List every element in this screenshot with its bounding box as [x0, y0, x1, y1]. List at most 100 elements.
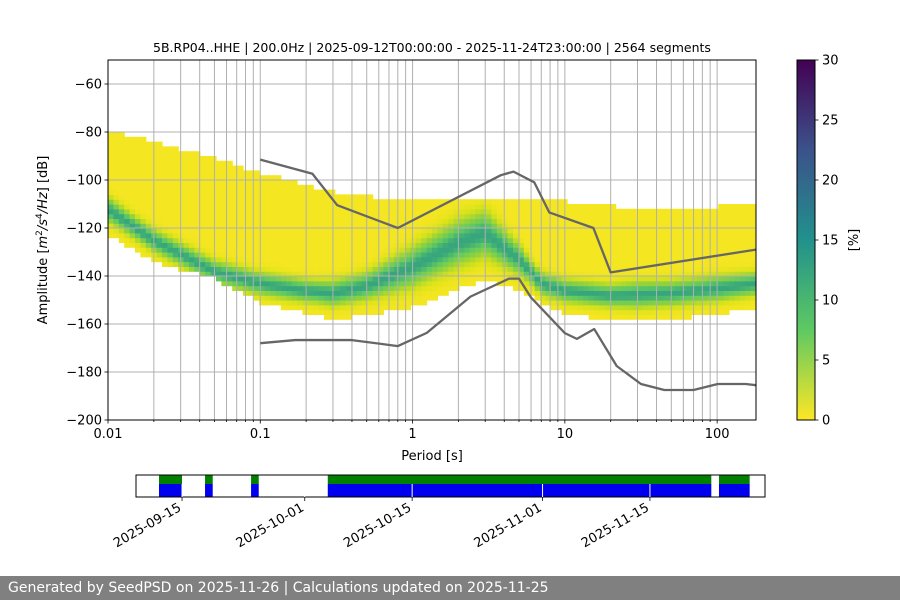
heatmap-cell: [610, 290, 617, 296]
heatmap-cell: [280, 252, 287, 258]
heatmap-cell: [199, 247, 206, 253]
heatmap-cell: [739, 261, 746, 267]
heatmap-cell: [189, 175, 195, 181]
heatmap-cell: [599, 252, 606, 258]
heatmap-cell: [637, 218, 644, 224]
heatmap-cell: [340, 314, 347, 320]
heatmap-cell: [550, 276, 557, 282]
heatmap-cell: [129, 204, 136, 210]
heatmap-cell: [648, 218, 654, 224]
heatmap-cell: [502, 280, 509, 287]
heatmap-cell: [199, 194, 206, 200]
heatmap-cell: [345, 218, 352, 224]
heatmap-cell: [405, 290, 411, 296]
heatmap-cell: [221, 184, 228, 191]
heatmap-cell: [631, 276, 638, 282]
heatmap-cell: [108, 141, 114, 147]
heatmap-cell: [297, 276, 303, 282]
heatmap-cell: [145, 146, 152, 152]
heatmap-cell: [286, 266, 293, 272]
heatmap-cell: [550, 242, 557, 248]
heatmap-cell: [329, 189, 336, 195]
heatmap-cell: [523, 285, 530, 291]
heatmap-cell: [286, 300, 293, 306]
heatmap-cell: [345, 266, 352, 272]
heatmap-cell: [556, 247, 563, 253]
heatmap-cell: [372, 252, 379, 258]
heatmap-cell: [291, 208, 298, 215]
heatmap-cell: [302, 199, 309, 205]
heatmap-cell: [280, 280, 287, 287]
heatmap-cell: [637, 295, 644, 301]
heatmap-cell: [734, 204, 741, 210]
heatmap-cell: [669, 280, 676, 287]
heatmap-cell: [372, 204, 379, 210]
heatmap-cell: [453, 237, 460, 243]
heatmap-cell: [291, 184, 298, 191]
heatmap-cell: [718, 304, 725, 311]
heatmap-cell: [162, 184, 168, 191]
heatmap-cell: [621, 290, 627, 296]
heatmap-cell: [577, 247, 584, 253]
heatmap-cell: [669, 271, 676, 277]
heatmap-cell: [464, 218, 471, 224]
heatmap-cell: [675, 213, 681, 219]
heatmap-cell: [383, 204, 390, 210]
heatmap-cell: [750, 242, 756, 248]
heatmap-cell: [437, 228, 444, 234]
heatmap-cell: [712, 213, 719, 219]
heatmap-cell: [253, 295, 260, 301]
heatmap-cell: [491, 247, 498, 253]
heatmap-cell: [675, 290, 681, 296]
heatmap-cell: [124, 194, 131, 200]
heatmap-cell: [280, 223, 287, 229]
heatmap-cell: [108, 132, 114, 138]
heatmap-cell: [685, 218, 692, 224]
heatmap-cell: [232, 213, 239, 219]
heatmap-cell: [329, 280, 336, 287]
heatmap-cell: [313, 252, 320, 258]
heatmap-cell: [351, 295, 357, 301]
heatmap-cell: [594, 309, 600, 315]
heatmap-cell: [691, 285, 698, 291]
heatmap-cell: [696, 271, 703, 277]
heatmap-cell: [253, 256, 260, 263]
heatmap-cell: [642, 213, 649, 219]
heatmap-cell: [469, 266, 476, 272]
heatmap-cell: [723, 304, 730, 311]
heatmap-cell: [664, 228, 671, 234]
heatmap-cell: [167, 252, 174, 258]
heatmap-cell: [410, 223, 417, 229]
heatmap-cell: [518, 276, 525, 282]
heatmap-cell: [734, 290, 741, 296]
heatmap-cell: [432, 237, 438, 243]
heatmap-cell: [399, 237, 406, 243]
heatmap-cell: [491, 266, 498, 272]
heatmap-cell: [480, 213, 487, 219]
heatmap-cell: [696, 300, 703, 306]
heatmap-cell: [658, 285, 665, 291]
heatmap-cell: [545, 213, 552, 219]
heatmap-cell: [432, 271, 438, 277]
heatmap-cell: [356, 213, 363, 219]
heatmap-cell: [610, 276, 617, 282]
heatmap-cell: [167, 242, 174, 248]
heatmap-cell: [518, 223, 525, 229]
heatmap-cell: [583, 218, 590, 224]
colorbar-tick-label: 0: [822, 414, 830, 429]
heatmap-cell: [459, 271, 465, 277]
heatmap-cell: [631, 228, 638, 234]
heatmap-cell: [394, 218, 401, 224]
heatmap-cell: [286, 208, 293, 215]
heatmap-cell: [302, 261, 309, 267]
heatmap-cell: [691, 261, 698, 267]
heatmap-cell: [637, 290, 644, 296]
heatmap-cell: [302, 228, 309, 234]
heatmap-cell: [367, 247, 374, 253]
heatmap-cell: [534, 242, 541, 248]
heatmap-cell: [210, 180, 217, 186]
heatmap-cell: [507, 261, 514, 267]
heatmap-cell: [221, 242, 228, 248]
heatmap-cell: [567, 280, 573, 287]
heatmap-cell: [556, 304, 563, 311]
